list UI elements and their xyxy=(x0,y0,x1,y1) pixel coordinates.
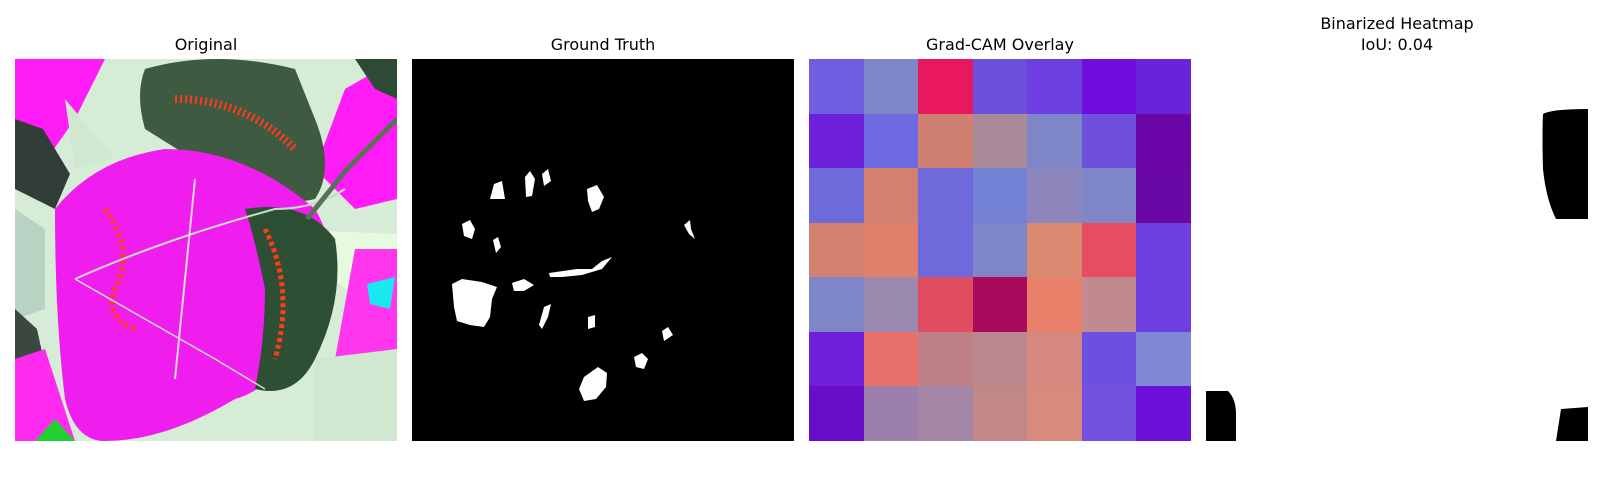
heatmap-cell xyxy=(918,59,973,114)
heatmap-cell xyxy=(1027,222,1082,278)
heatmap-cell xyxy=(809,168,864,223)
heatmap-cell xyxy=(863,331,919,387)
heatmap-cell xyxy=(1027,331,1082,387)
panel-binarized-heatmap: Binarized Heatmap IoU: 0.04 xyxy=(1206,0,1588,500)
heatmap-cell xyxy=(972,386,1028,441)
heatmap-cell xyxy=(1081,277,1137,332)
panel-title-gradcam-overlay: Grad-CAM Overlay xyxy=(926,35,1074,54)
heatmap-cell xyxy=(1081,331,1137,387)
heatmap-cell xyxy=(1136,168,1191,223)
binarized-heatmap-image xyxy=(1206,59,1588,441)
heatmap-cell xyxy=(972,113,1028,169)
heatmap-cell xyxy=(809,331,864,387)
heatmap-cell xyxy=(972,331,1028,387)
original-image xyxy=(15,59,397,441)
heatmap-cell xyxy=(1136,113,1191,169)
heatmap-cell xyxy=(918,168,973,223)
heatmap-cell xyxy=(1027,168,1082,223)
heatmap-cell xyxy=(918,386,973,441)
panel-ground-truth: Ground Truth xyxy=(412,0,794,500)
heatmap-cell xyxy=(1081,386,1137,441)
ground-truth-mask xyxy=(412,59,794,441)
heatmap-cell xyxy=(809,386,864,441)
gradcam-overlay-image xyxy=(809,59,1191,441)
panel-title-original: Original xyxy=(174,35,238,54)
heatmap-cell xyxy=(809,222,864,278)
heatmap-grid xyxy=(809,59,1191,441)
heatmap-cell xyxy=(1136,222,1191,278)
heatmap-cell xyxy=(918,222,973,278)
heatmap-cell xyxy=(863,277,919,332)
heatmap-cell xyxy=(1136,331,1191,387)
heatmap-cell xyxy=(863,386,919,441)
heatmap-cell xyxy=(972,277,1028,332)
heatmap-cell xyxy=(918,277,973,332)
heatmap-cell xyxy=(1081,59,1137,114)
heatmap-cell xyxy=(1027,386,1082,441)
heatmap-cell xyxy=(918,331,973,387)
heatmap-cell xyxy=(1081,113,1137,169)
heatmap-cell xyxy=(1136,386,1191,441)
heatmap-cell xyxy=(972,168,1028,223)
heatmap-cell xyxy=(1027,277,1082,332)
panel-title-binarized-heatmap: Binarized Heatmap xyxy=(1320,14,1474,33)
heatmap-cell xyxy=(863,168,919,223)
heatmap-cell xyxy=(809,277,864,332)
heatmap-cell xyxy=(918,113,973,169)
panel-original: Original xyxy=(15,0,397,500)
heatmap-cell xyxy=(1081,222,1137,278)
heatmap-cell xyxy=(809,113,864,169)
heatmap-cell xyxy=(972,222,1028,278)
heatmap-cell xyxy=(1136,277,1191,332)
heatmap-cell xyxy=(1027,113,1082,169)
heatmap-cell xyxy=(972,59,1028,114)
heatmap-cell xyxy=(1136,59,1191,114)
heatmap-cell xyxy=(1081,168,1137,223)
heatmap-cell xyxy=(809,59,864,114)
panel-title-ground-truth: Ground Truth xyxy=(550,35,656,54)
heatmap-cell xyxy=(863,113,919,169)
heatmap-cell xyxy=(863,59,919,114)
iou-score: IoU: 0.04 xyxy=(1360,35,1434,54)
panel-gradcam-overlay: Grad-CAM Overlay xyxy=(809,0,1191,500)
heatmap-cell xyxy=(863,222,919,278)
heatmap-cell xyxy=(1027,59,1082,114)
